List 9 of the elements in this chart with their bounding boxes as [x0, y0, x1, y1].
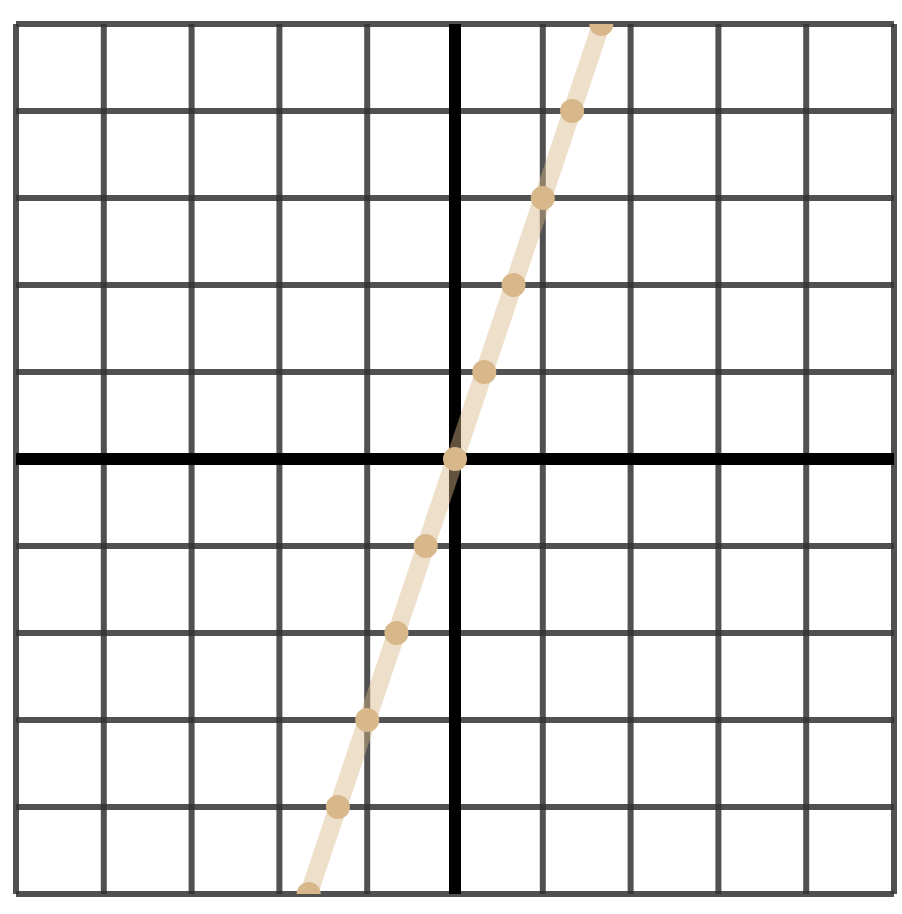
point — [384, 621, 409, 645]
point — [501, 273, 526, 297]
point — [443, 447, 467, 471]
point — [472, 360, 497, 384]
point — [325, 795, 350, 819]
point — [413, 534, 438, 558]
point — [530, 186, 555, 210]
point — [355, 708, 380, 732]
point — [560, 99, 585, 123]
